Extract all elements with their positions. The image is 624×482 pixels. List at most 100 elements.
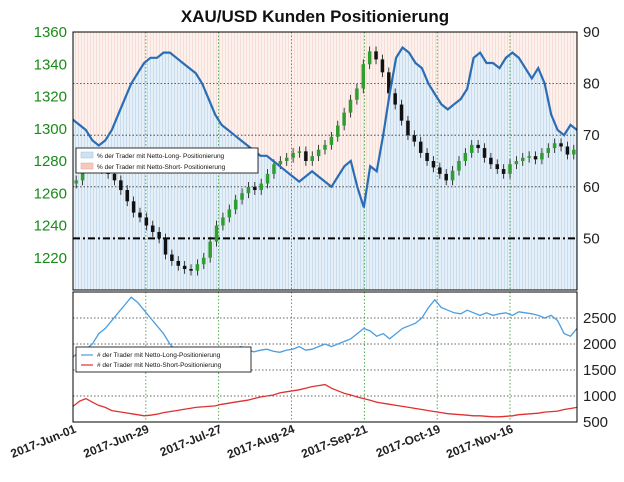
- legend-long-count-label: # der Trader mit Netto-Long-Positionieru…: [97, 352, 221, 359]
- price-candle: [476, 144, 480, 149]
- bottom-axis-tick: 2500: [583, 310, 616, 327]
- price-candle: [521, 157, 525, 161]
- price-candle: [431, 161, 436, 168]
- price-candle: [533, 156, 538, 160]
- price-candle: [559, 143, 563, 147]
- top-legend: % der Trader mit Netto-Long- Positionier…: [75, 147, 259, 174]
- price-candle: [457, 161, 461, 171]
- price-candle: [208, 241, 212, 258]
- price-candle: [182, 265, 187, 270]
- x-axis-tick: 2017-Aug-24: [225, 422, 297, 462]
- price-candle: [572, 149, 576, 155]
- price-candle: [399, 104, 404, 121]
- left-axis-tick: 1300: [34, 121, 67, 138]
- left-axis-tick: 1360: [34, 24, 67, 41]
- bottom-axis-tick: 500: [583, 414, 608, 431]
- left-axis-tick: 1280: [34, 153, 67, 170]
- price-candle: [438, 167, 442, 174]
- price-candle: [552, 143, 557, 149]
- price-candle: [246, 186, 251, 194]
- short-count-line: [73, 383, 577, 418]
- price-candle: [163, 238, 168, 255]
- left-axis-tick: 1320: [34, 89, 67, 106]
- price-candle: [221, 217, 225, 226]
- price-candle: [361, 64, 366, 89]
- price-candle: [316, 149, 321, 157]
- price-candle: [342, 112, 346, 126]
- price-candle: [374, 51, 378, 60]
- price-candle: [489, 157, 493, 165]
- price-candle: [336, 125, 340, 137]
- price-candle: [565, 146, 570, 155]
- right-axis-tick: 80: [583, 76, 600, 93]
- price-candle: [469, 144, 474, 153]
- left-axis-tick: 1240: [34, 218, 67, 235]
- x-axis-tick: 2017-Oct-19: [374, 422, 443, 461]
- price-candle: [233, 199, 238, 210]
- legend-short-count-label: # der Trader mit Netto-Short-Positionier…: [97, 362, 222, 369]
- price-candle: [412, 135, 417, 142]
- price-candle: [482, 148, 487, 158]
- price-candle: [291, 152, 295, 158]
- price-candle: [138, 212, 142, 218]
- x-axis-tick: 2017-Jun-29: [81, 422, 151, 461]
- price-candle: [74, 180, 78, 184]
- long-count-line: [73, 296, 577, 361]
- price-candle: [387, 72, 391, 94]
- price-candle: [425, 152, 429, 161]
- x-axis-tick: 2017-Jul-27: [158, 422, 224, 460]
- price-candle: [527, 156, 531, 158]
- price-candle: [157, 231, 161, 239]
- legend-long-label: % der Trader mit Netto-Long- Positionier…: [97, 153, 225, 160]
- top-panel-frame: [72, 31, 578, 291]
- price-candle: [323, 144, 327, 150]
- price-candle: [278, 161, 283, 165]
- price-candle: [195, 264, 200, 271]
- price-candle: [501, 169, 506, 174]
- price-candle: [495, 164, 500, 170]
- price-candle: [253, 186, 257, 191]
- legend-short-label: % der Trader mit Netto-Short- Positionie…: [97, 164, 226, 171]
- price-candle: [444, 173, 448, 181]
- price-candle: [80, 167, 85, 181]
- price-candle: [310, 156, 314, 161]
- legend-long-swatch: [80, 151, 94, 159]
- price-candle: [170, 254, 174, 261]
- price-candle: [227, 209, 232, 218]
- bottom-axis-tick: 1500: [583, 362, 616, 379]
- percent-short-area: [73, 32, 577, 208]
- right-axis-tick: 70: [583, 127, 600, 144]
- price-candle: [355, 88, 359, 100]
- price-candle: [272, 164, 276, 174]
- left-axis-tick: 1220: [34, 250, 67, 267]
- price-candle: [131, 201, 136, 213]
- price-candle: [150, 225, 155, 232]
- bottom-axis-tick: 2000: [583, 336, 616, 353]
- price-candle: [202, 257, 206, 265]
- price-candle: [463, 152, 468, 161]
- right-axis-tick: 60: [583, 179, 600, 196]
- price-candle: [380, 59, 385, 73]
- price-candle: [406, 120, 410, 136]
- price-candle: [450, 170, 455, 181]
- bottom-axis-tick: 1000: [583, 388, 616, 405]
- price-candle: [189, 269, 193, 271]
- bottom-panel-frame: [72, 291, 578, 423]
- price-candle: [125, 190, 129, 202]
- price-candle: [144, 217, 149, 226]
- price-candle: [176, 260, 181, 266]
- price-candle: [284, 157, 289, 161]
- price-candle: [112, 173, 117, 181]
- left-axis-tick: 1340: [34, 56, 67, 73]
- price-candle: [259, 183, 263, 191]
- right-axis-tick: 90: [583, 24, 600, 41]
- price-candle: [304, 151, 308, 161]
- percent-long-line: [73, 45, 577, 208]
- price-candle: [297, 151, 302, 153]
- price-candle: [265, 173, 270, 184]
- price-candle: [540, 152, 544, 160]
- price-candle: [348, 99, 353, 113]
- price-candle: [508, 164, 512, 174]
